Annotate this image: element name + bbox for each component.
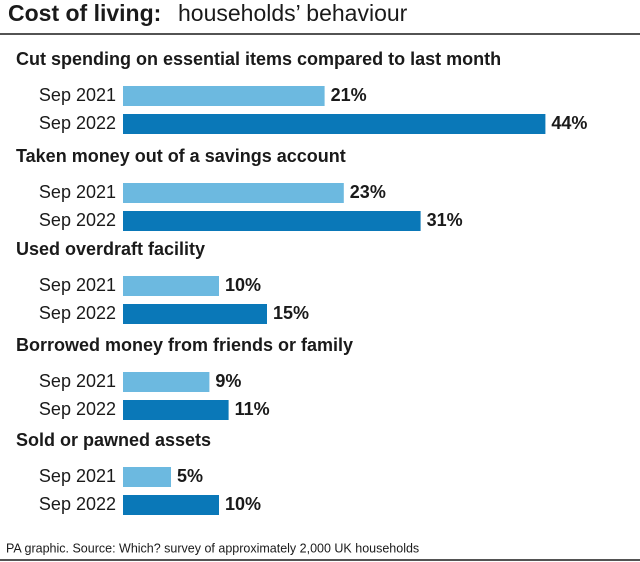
row-label: Sep 2021 <box>39 371 116 391</box>
value-label: 10% <box>225 275 261 295</box>
group-label: Borrowed money from friends or family <box>16 335 353 355</box>
bar <box>123 400 229 420</box>
bar <box>123 304 267 324</box>
bar <box>123 467 171 487</box>
bar <box>123 86 325 106</box>
value-label: 5% <box>177 466 203 486</box>
row-label: Sep 2021 <box>39 85 116 105</box>
value-label: 10% <box>225 494 261 514</box>
row-label: Sep 2021 <box>39 275 116 295</box>
bar <box>123 372 210 392</box>
row-label: Sep 2022 <box>39 303 116 323</box>
chart-subtitle: households’ behaviour <box>178 0 408 26</box>
bar <box>123 211 421 231</box>
value-label: 15% <box>273 303 309 323</box>
row-label: Sep 2022 <box>39 210 116 230</box>
chart-title: Cost of living: <box>8 0 161 26</box>
bar <box>123 114 546 134</box>
value-label: 23% <box>350 182 386 202</box>
row-label: Sep 2022 <box>39 113 116 133</box>
bar <box>123 183 344 203</box>
group-label: Taken money out of a savings account <box>16 146 346 166</box>
group-label: Cut spending on essential items compared… <box>16 49 501 69</box>
group-label: Sold or pawned assets <box>16 430 211 450</box>
group-label: Used overdraft facility <box>16 239 205 259</box>
bar <box>123 276 219 296</box>
row-label: Sep 2022 <box>39 494 116 514</box>
value-label: 31% <box>427 210 463 230</box>
row-label: Sep 2021 <box>39 466 116 486</box>
source: PA graphic. Source: Which? survey of app… <box>6 541 419 555</box>
row-label: Sep 2021 <box>39 182 116 202</box>
value-label: 11% <box>235 399 270 419</box>
value-label: 21% <box>331 85 367 105</box>
value-label: 9% <box>215 371 241 391</box>
row-label: Sep 2022 <box>39 399 116 419</box>
bar <box>123 495 219 515</box>
value-label: 44% <box>551 113 587 133</box>
